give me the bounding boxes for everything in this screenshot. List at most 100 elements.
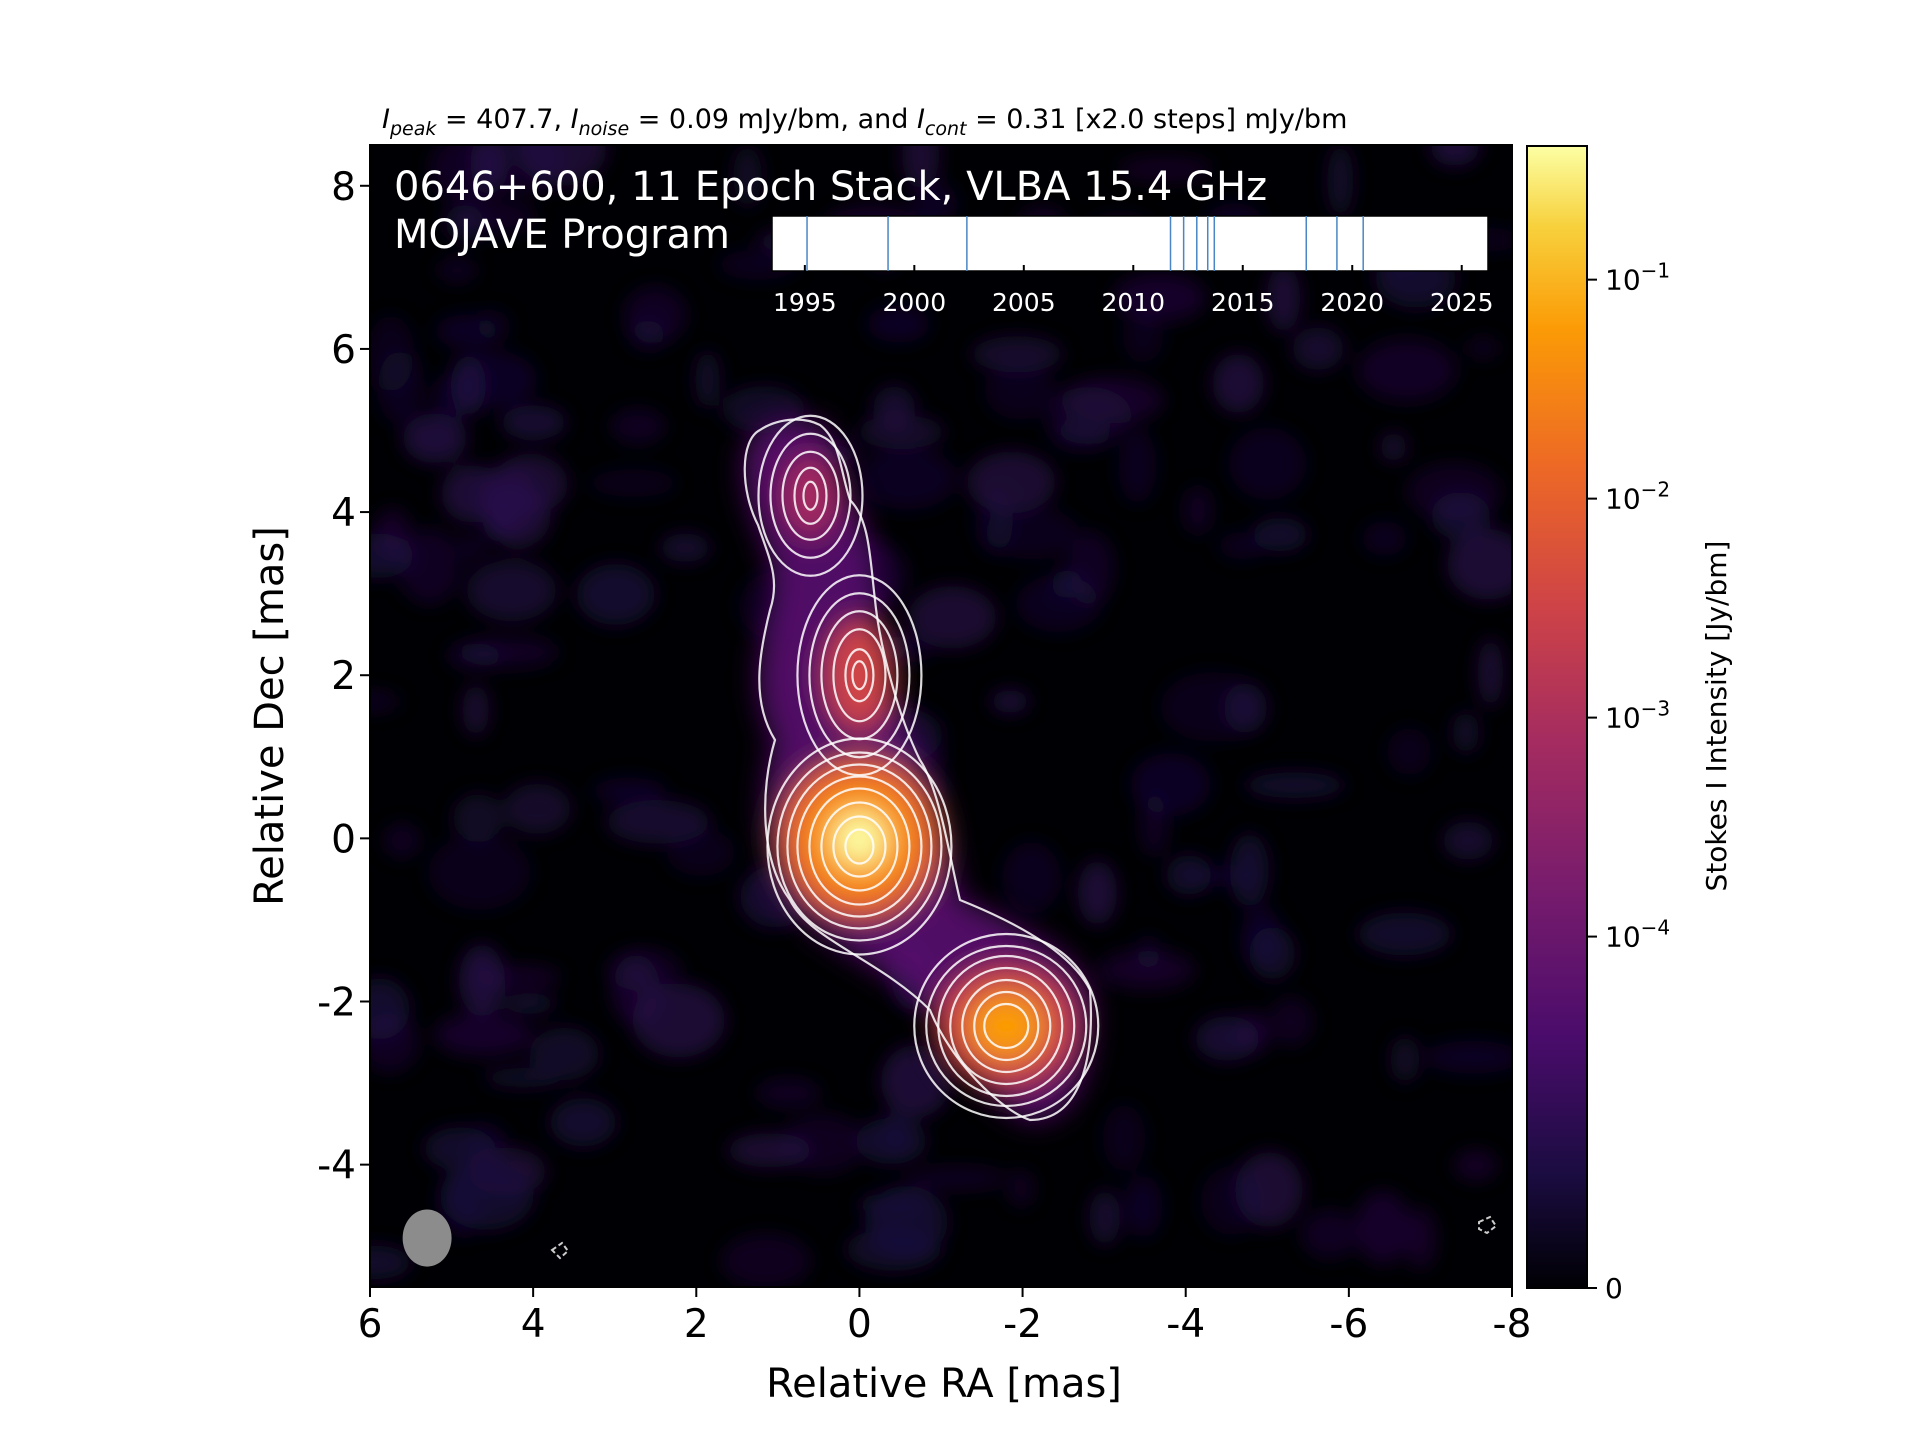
contour-level xyxy=(961,978,1052,1074)
noise-blob xyxy=(1123,1175,1163,1238)
colorbar-gradient xyxy=(1526,145,1588,1289)
noise-blob xyxy=(370,691,401,712)
noise-blob xyxy=(483,1067,562,1088)
colorbar-ticks: 10−1 10−2 10−3 10−4 0 xyxy=(1587,259,1670,1305)
noise-blob xyxy=(1130,753,1211,816)
contour-level xyxy=(925,944,1088,1108)
noise-blob xyxy=(990,690,1030,713)
noise-blob xyxy=(1117,158,1213,181)
noise-blob xyxy=(456,533,488,562)
colorbar-tick-label: 10−2 xyxy=(1605,478,1670,516)
noise-blob xyxy=(1200,1166,1261,1236)
source-label: 0646+600, 11 Epoch Stack, VLBA 15.4 GHz xyxy=(394,164,1267,210)
noise-blob xyxy=(857,414,945,450)
noise-blob xyxy=(1423,1040,1512,1074)
noise-blob xyxy=(428,834,531,910)
colorbar-tick-label: 0 xyxy=(1605,1272,1623,1305)
noise-blob xyxy=(549,1097,617,1147)
emission-component xyxy=(782,455,839,536)
noise-blob xyxy=(1442,821,1494,861)
image-panel: 6 4 2 0 -2 -4 -6 -8 8 6 4 2 0 -2 -4 xyxy=(317,144,1531,1347)
noise-blob xyxy=(1244,772,1346,799)
contour-layer xyxy=(743,414,1100,1122)
noise-blob xyxy=(695,350,720,409)
noise-blob xyxy=(370,1013,419,1073)
noise-blob xyxy=(466,559,557,622)
colorbar-label: Stokes I Intensity [Jy/bm] xyxy=(1700,541,1733,892)
noise-blob xyxy=(880,1045,951,1118)
noise-blob xyxy=(384,823,420,858)
noise-blob xyxy=(867,305,930,343)
noise-blob xyxy=(1235,1011,1271,1054)
noise-blob xyxy=(437,258,477,282)
noise-blob xyxy=(1390,1036,1420,1083)
epoch-timeline: 1995 2000 2005 2010 2015 2020 2025 xyxy=(771,215,1494,317)
noise-blob xyxy=(756,1079,821,1107)
noise-blob xyxy=(1387,728,1432,776)
x-tick-label: -6 xyxy=(1329,1302,1368,1347)
noise-blob xyxy=(1166,854,1212,896)
x-tick-label: 2 xyxy=(684,1302,709,1347)
contour-level xyxy=(832,815,887,878)
y-tick-label: -2 xyxy=(317,981,356,1026)
artifact-contour-left xyxy=(550,1241,570,1260)
contour-level xyxy=(781,450,840,541)
noise-blob xyxy=(447,643,502,669)
noise-blob xyxy=(589,469,677,497)
x-tick-label: 4 xyxy=(521,1302,546,1347)
noise-blob xyxy=(374,508,411,558)
noise-blob xyxy=(1008,1169,1034,1208)
contour-level xyxy=(844,648,875,703)
contour-level xyxy=(766,737,953,956)
noise-blob xyxy=(1447,528,1512,600)
noise-blob xyxy=(606,799,710,844)
noise-blob xyxy=(501,405,567,440)
noise-blob xyxy=(966,451,1056,514)
contour-level xyxy=(793,466,828,525)
noise-blob xyxy=(1406,463,1502,521)
program-label: MOJAVE Program xyxy=(394,212,730,258)
noise-blob xyxy=(1228,427,1306,500)
plot-frame xyxy=(369,144,1513,1288)
noise-blob xyxy=(908,585,997,649)
noise-blob xyxy=(398,528,460,605)
noise-blob xyxy=(1118,428,1157,504)
contour-level xyxy=(949,966,1064,1086)
contour-level xyxy=(983,1002,1030,1050)
noise-blob xyxy=(1066,531,1114,605)
noise-blob xyxy=(624,286,687,344)
noise-blob xyxy=(1452,711,1480,754)
emission-component xyxy=(968,992,1045,1059)
noise-blob xyxy=(1270,997,1313,1046)
timeline-tick-label: 2000 xyxy=(883,288,947,317)
timeline-epochs xyxy=(806,216,1364,271)
contour-level xyxy=(913,932,1100,1120)
noise-blob xyxy=(1357,912,1452,956)
noise-blob xyxy=(1404,1207,1436,1270)
noise-blob xyxy=(370,1245,412,1280)
noise-blob xyxy=(470,145,509,195)
noise-blob xyxy=(856,1192,934,1218)
noise-blob xyxy=(1357,338,1457,402)
noise-blob xyxy=(721,1233,811,1287)
noise-blob xyxy=(451,351,537,409)
x-tick-label: -4 xyxy=(1166,1302,1205,1347)
noise-blob xyxy=(1060,377,1164,424)
noise-blob xyxy=(1212,353,1265,414)
colorbar: 10−1 10−2 10−3 10−4 0 Stokes I Intensity [Jy… xyxy=(1526,145,1733,1305)
emission-component xyxy=(833,812,886,865)
noise-blob xyxy=(458,944,505,1017)
noise-blob xyxy=(1102,1104,1146,1172)
noise-blob xyxy=(1160,672,1262,742)
figure-title: Ipeak = 407.7, Inoise = 0.09 mJy/bm, and… xyxy=(382,104,1347,140)
noise-blob xyxy=(1355,1191,1411,1265)
noise-blob xyxy=(1327,145,1354,217)
noise-blob xyxy=(592,777,666,805)
y-tick-label: 6 xyxy=(331,328,356,373)
noise-blob xyxy=(439,1163,534,1231)
jet-envelope xyxy=(744,419,1091,1120)
contour-level xyxy=(796,775,923,918)
noise-blob xyxy=(856,447,957,510)
noise-blob xyxy=(873,385,916,430)
timeline-axis: 1995 2000 2005 2010 2015 2020 2025 xyxy=(773,265,1494,317)
